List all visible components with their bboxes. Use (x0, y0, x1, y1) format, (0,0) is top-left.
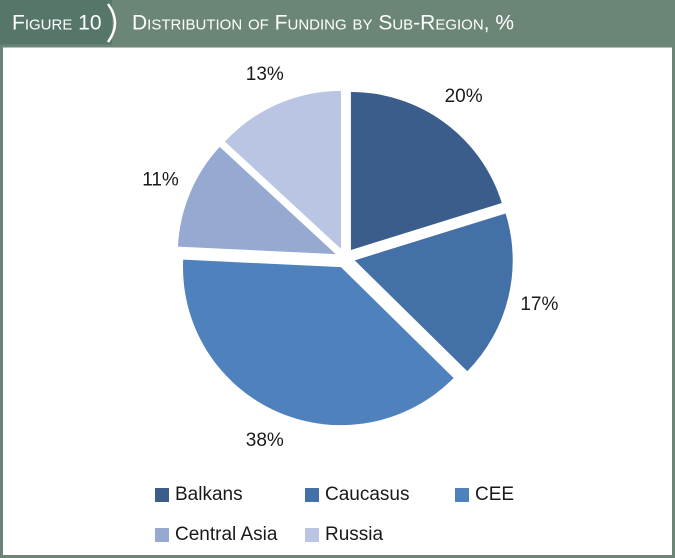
legend-label: Central Asia (175, 524, 278, 545)
figure-label: Figure 10 (12, 12, 102, 35)
legend-label: Caucasus (325, 484, 410, 505)
legend-label: CEE (475, 484, 514, 505)
pie-slice (354, 213, 513, 372)
header-chevron (106, 3, 117, 43)
pie-slice (350, 91, 502, 250)
legend-swatch (305, 488, 319, 502)
pie-slice (182, 259, 454, 426)
data-label: 38% (246, 430, 284, 451)
pie-slice (224, 90, 341, 249)
legend-swatch (155, 528, 169, 542)
legend-swatch (155, 488, 169, 502)
chart-title: Distribution of Funding by Sub-Region, % (132, 12, 514, 35)
data-label: 20% (445, 86, 483, 107)
legend-swatch (305, 528, 319, 542)
legend-label: Russia (325, 524, 384, 545)
data-label: 13% (246, 64, 284, 85)
legend-label: Balkans (175, 484, 243, 505)
frame (0, 44, 675, 558)
data-label: 11% (142, 170, 179, 191)
header-bar (0, 0, 675, 46)
figure-label-box (0, 0, 112, 46)
pie-slice (177, 146, 336, 255)
data-label: 17% (520, 294, 558, 315)
legend-swatch (455, 488, 469, 502)
